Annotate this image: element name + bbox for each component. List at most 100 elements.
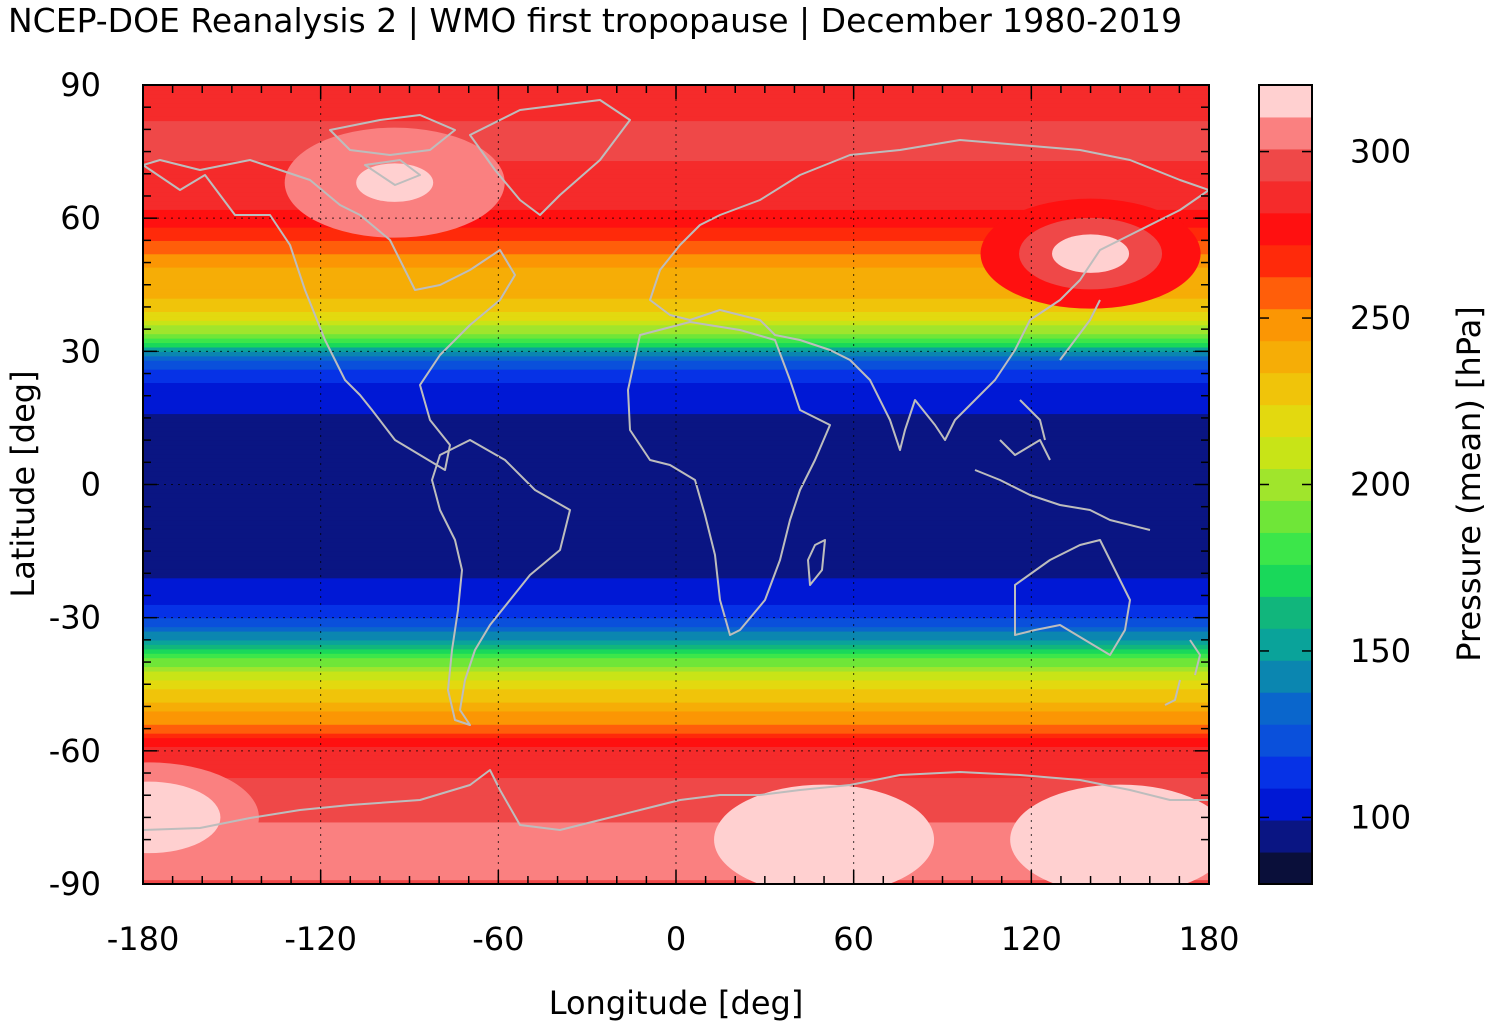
x-tick-label: 60 — [833, 920, 874, 958]
field-band — [143, 662, 1209, 668]
field-band — [143, 591, 1209, 597]
field-band — [143, 169, 1209, 175]
field-band — [143, 187, 1209, 193]
field-band — [143, 178, 1209, 184]
field-band — [143, 724, 1209, 730]
field-band — [143, 453, 1209, 459]
coastline-antarctica — [143, 769, 1209, 831]
field-band — [143, 213, 1209, 219]
x-tick-label: 0 — [666, 920, 686, 958]
colorbar-segment — [1259, 820, 1312, 853]
field-band — [143, 635, 1209, 641]
x-axis-label: Longitude [deg] — [549, 984, 804, 1022]
field-band — [143, 346, 1209, 352]
field-band — [143, 400, 1209, 406]
colorbar-segment — [1259, 308, 1312, 342]
field-band — [143, 240, 1209, 246]
field-band — [143, 653, 1209, 659]
field-band — [143, 298, 1209, 304]
field-band — [143, 817, 1209, 823]
x-tick-label: 180 — [1178, 920, 1239, 958]
field-band — [143, 204, 1209, 210]
field-band — [143, 360, 1209, 366]
field-band — [143, 555, 1209, 561]
y-axis-label: Latitude [deg] — [4, 370, 42, 597]
coastline-eurasia — [649, 139, 1209, 451]
field-band — [143, 324, 1209, 330]
field-band — [143, 271, 1209, 277]
colorbar-tick-label: 200 — [1350, 466, 1411, 504]
colorbar-segment — [1259, 564, 1312, 597]
field-band — [143, 315, 1209, 321]
y-tick-label: -60 — [49, 732, 101, 770]
field-band — [143, 409, 1209, 415]
field-band — [143, 666, 1209, 672]
field-band — [143, 382, 1209, 388]
field-band — [143, 835, 1209, 841]
field-band — [143, 866, 1209, 872]
colorbar-segment — [1259, 500, 1312, 533]
colorbar-segment — [1259, 660, 1312, 693]
field-band — [143, 289, 1209, 295]
field-band — [143, 471, 1209, 477]
colorbar-segment — [1259, 692, 1312, 725]
anomaly-region — [785, 820, 863, 859]
field-band — [143, 262, 1209, 268]
field-band — [143, 369, 1209, 375]
field-band — [143, 546, 1209, 552]
coastline-africa — [627, 321, 831, 636]
field-band — [143, 480, 1209, 486]
field-band — [143, 364, 1209, 370]
coastline-arctic-islands — [329, 114, 456, 186]
anomaly-region — [143, 798, 188, 837]
field-band — [143, 737, 1209, 743]
coastline-greenland — [469, 99, 631, 216]
field-band — [143, 599, 1209, 605]
plot-frame — [142, 84, 1210, 885]
colorbar-segment — [1259, 852, 1312, 885]
field-band — [143, 746, 1209, 752]
field-band — [143, 830, 1209, 836]
coastline-madagascar — [807, 539, 826, 586]
coastline-south-america — [431, 439, 571, 726]
coastline-indonesia — [974, 399, 1151, 531]
field-band — [143, 120, 1209, 126]
field-band — [143, 235, 1209, 241]
field-band — [143, 604, 1209, 610]
anomaly-region — [356, 163, 434, 202]
field-band — [143, 613, 1209, 619]
field-band — [143, 564, 1209, 570]
field-band — [143, 617, 1209, 623]
field-band — [143, 710, 1209, 716]
field-band — [143, 626, 1209, 632]
y-tick-label: -90 — [49, 865, 101, 903]
field-band — [143, 750, 1209, 756]
anomaly-region — [1081, 820, 1159, 859]
field-band — [143, 630, 1209, 637]
field-band — [143, 116, 1209, 122]
x-tick-label: -60 — [472, 920, 524, 958]
colorbar-segment — [1259, 212, 1312, 246]
field-band — [143, 702, 1209, 708]
field-band — [143, 684, 1209, 690]
coastline-japan — [1059, 299, 1101, 361]
colorbar-segment — [1259, 724, 1312, 757]
field-band — [143, 373, 1209, 379]
chart-title: NCEP-DOE Reanalysis 2 | WMO first tropop… — [8, 1, 1182, 40]
field-band — [143, 231, 1209, 237]
x-tick-label: 120 — [1001, 920, 1062, 958]
field-band — [143, 639, 1209, 645]
field-band — [143, 781, 1209, 787]
x-tick-label: -180 — [107, 920, 180, 958]
field-band — [143, 551, 1209, 557]
field-band — [143, 506, 1209, 512]
colorbar-segment — [1259, 532, 1312, 565]
field-band — [143, 799, 1209, 805]
field-band — [143, 156, 1209, 162]
field-band — [143, 795, 1209, 801]
field-band — [143, 515, 1209, 521]
colorbar-segment — [1259, 596, 1312, 629]
field-band — [143, 808, 1209, 814]
field-band — [143, 253, 1209, 259]
